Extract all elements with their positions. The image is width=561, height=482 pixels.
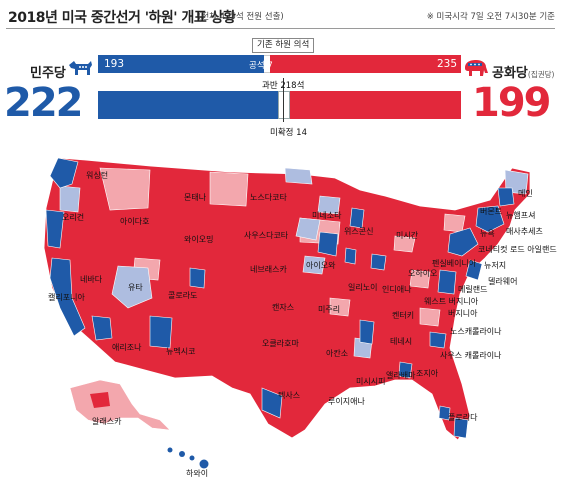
state-label-iowa: 아이오와 — [306, 260, 336, 270]
state-label-kentucky: 켄터키 — [392, 310, 414, 320]
previous-seats-label: 기존 하원 의석 — [252, 38, 315, 53]
vacant-label: 공석 7 — [249, 61, 273, 71]
state-label-missouri: 미주리 — [318, 305, 340, 314]
state-label-nevada: 네바다 — [80, 274, 103, 284]
state-label-new-hampshire: 뉴햄프셔 — [506, 210, 535, 220]
state-label-south-dakota: 사우스다코타 — [244, 231, 289, 240]
rep-seat-count: 199 — [472, 80, 551, 126]
state-label-alaska: 알래스카 — [92, 416, 122, 426]
state-label-north-carolina: 노스캐롤라이나 — [450, 326, 502, 336]
majority-line — [283, 78, 284, 122]
state-label-louisiana: 루이지애나 — [328, 396, 365, 406]
state-label-south-carolina: 사우스 캐롤라이나 — [440, 350, 502, 360]
page-subtitle: (전체 435석 전원 선출) — [198, 12, 284, 22]
dem-strong-regions — [45, 157, 515, 439]
state-label-oklahoma: 오클라호마 — [262, 339, 299, 348]
rep-party-label: 공화당 — [492, 66, 528, 81]
state-label-maryland: 메릴랜드 — [458, 284, 487, 294]
prev-dem-bar — [98, 55, 264, 73]
state-label-oregon: 오리건 — [62, 212, 84, 222]
prev-dem-value: 193 — [104, 58, 125, 70]
state-label-maine: 메인 — [518, 188, 533, 198]
state-label-connecticut: 코네티컷 — [478, 244, 507, 254]
state-label-mississippi: 미시시피 — [356, 377, 385, 386]
dem-seat-count: 222 — [4, 80, 83, 126]
title-bar: 2018년 미국 중간선거 '하원' 개표 상황 (전체 435석 전원 선출)… — [0, 0, 561, 30]
state-label-montana: 몬태나 — [184, 193, 207, 202]
rep-party-name: 공화당(집권당) — [492, 62, 554, 81]
prev-rep-value: 235 — [437, 58, 458, 70]
state-label-nebraska: 네브래스카 — [250, 265, 287, 274]
donkey-icon — [69, 61, 92, 75]
undecided-bar — [278, 91, 290, 119]
state-label-illinois: 일리노이 — [348, 282, 377, 292]
title-divider — [6, 28, 555, 29]
state-label-massachusetts: 매사추세츠 — [506, 227, 543, 236]
state-label-tennessee: 테네시 — [390, 337, 412, 346]
dem-bar — [98, 91, 278, 119]
state-label-kansas: 캔자스 — [272, 302, 294, 312]
state-label-new-york: 뉴욕 — [480, 229, 495, 238]
state-label-georgia: 조지아 — [416, 368, 439, 378]
alaska-dark — [90, 392, 110, 408]
prev-vacant-bar — [264, 55, 270, 73]
state-label-virginia: 버지니아 — [448, 308, 478, 318]
rep-party-tag: (집권당) — [527, 70, 555, 79]
dem-light-regions — [59, 167, 529, 359]
dem-party-name: 민주당 — [30, 66, 66, 81]
state-label-arkansas: 아칸소 — [326, 348, 348, 358]
undecided-label: 미확정 14 — [270, 128, 307, 138]
rep-bar — [290, 91, 461, 119]
state-label-minnesota: 미네소타 — [312, 211, 342, 220]
state-label-alabama: 앨라배마 — [386, 370, 416, 380]
state-label-delaware: 델라웨어 — [488, 276, 517, 286]
state-label-new-mexico: 뉴멕시코 — [166, 346, 195, 356]
hawaii-shape — [167, 447, 209, 469]
state-label-idaho: 아이다호 — [120, 216, 149, 226]
state-label-wyoming: 와이오밍 — [184, 234, 213, 244]
majority-threshold-label: 과반 218석 — [262, 81, 305, 91]
state-label-michigan: 미시간 — [396, 230, 419, 240]
prev-rep-bar — [270, 55, 461, 73]
state-label-texas: 텍사스 — [278, 390, 300, 400]
state-label-pennsylvania: 펜실베이니아 — [432, 258, 477, 268]
state-label-indiana: 인디애나 — [382, 284, 412, 294]
elephant-icon — [465, 60, 488, 76]
state-label-washington: 워싱턴 — [86, 170, 108, 180]
state-label-new-jersey: 뉴저지 — [484, 261, 506, 270]
state-label-west-virginia: 웨스트 버지니아 — [424, 296, 479, 306]
alaska-shape — [69, 379, 171, 431]
timestamp: ※ 미국시각 7일 오전 7시30분 기준 — [426, 12, 555, 22]
state-label-north-dakota: 노스다코타 — [250, 193, 287, 202]
state-label-colorado: 콜로라도 — [168, 291, 197, 300]
state-label-hawaii: 하와이 — [186, 468, 208, 478]
state-label-arizona: 애리조나 — [112, 343, 142, 352]
state-label-vermont: 버몬트 — [480, 206, 502, 216]
state-label-california: 캘리포니아 — [48, 292, 85, 302]
state-label-florida: 플로리다 — [448, 413, 478, 422]
state-label-wisconsin: 위스콘신 — [344, 227, 373, 236]
state-label-ohio: 오하이오 — [408, 268, 437, 278]
state-label-rhode-island: 로드 아일랜드 — [510, 244, 557, 254]
state-label-utah: 유타 — [128, 283, 143, 292]
page-title: 2018년 미국 중간선거 '하원' 개표 상황 — [8, 10, 236, 26]
